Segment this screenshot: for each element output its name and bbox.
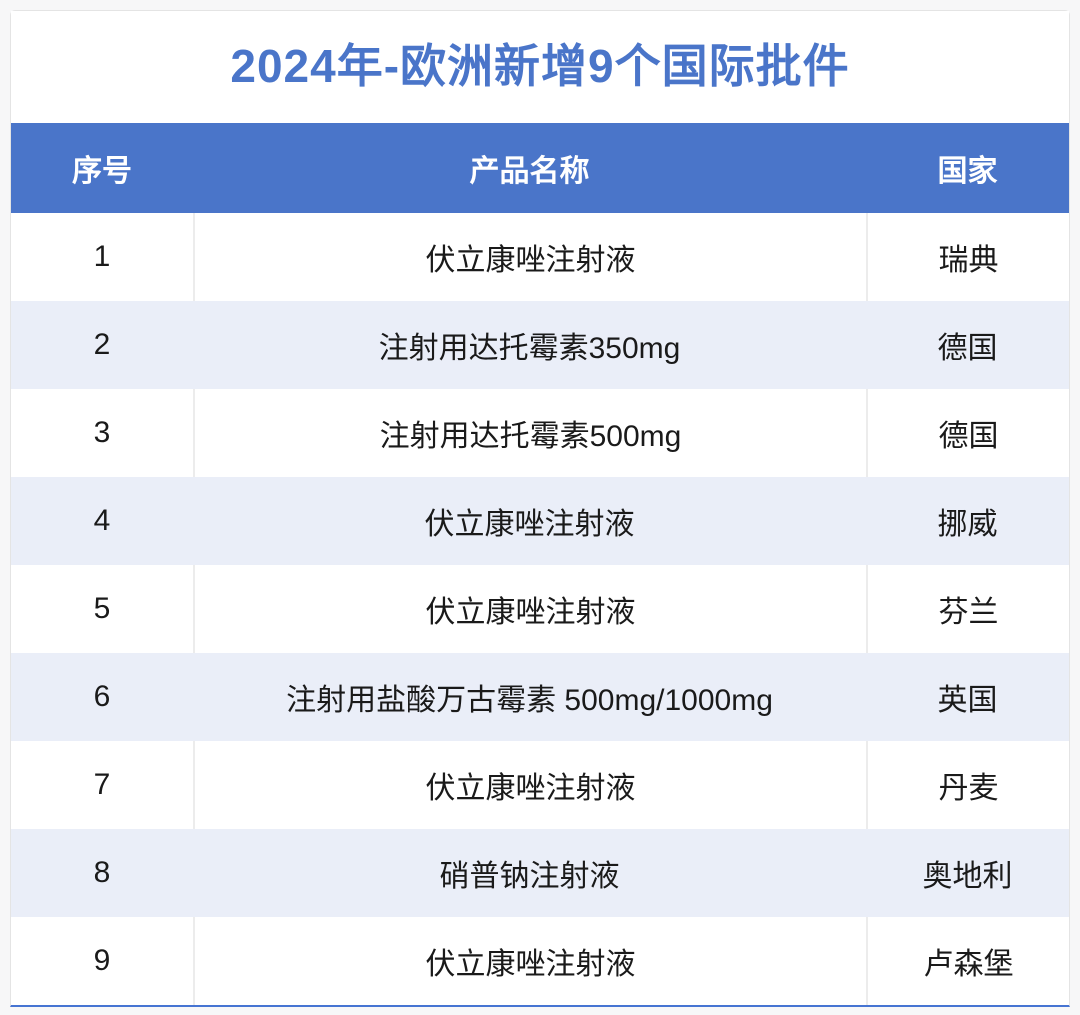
cell-index: 1 [93, 240, 111, 273]
approvals-table: 序号 产品名称 国家 1 伏立康唑注射液 瑞典 2 注射用达托霉素350mg 德国 3 注射用… [11, 123, 1069, 1005]
column-header-product: 产品名称 [469, 155, 590, 188]
table-row: 2 注射用达托霉素350mg 德国 [11, 301, 1069, 389]
cell-country: 丹麦 [866, 741, 1069, 829]
table-row: 6 注射用盐酸万古霉素 500mg/1000mg 英国 [11, 653, 1069, 741]
cell-index: 8 [93, 856, 111, 889]
table-row: 4 伏立康唑注射液 挪威 [11, 477, 1069, 565]
cell-product: 注射用盐酸万古霉素 500mg/1000mg [286, 684, 773, 717]
cell-index: 9 [93, 944, 111, 977]
cell-product: 伏立康唑注射液 [193, 213, 866, 301]
cell-index: 2 [93, 328, 111, 361]
cell-product: 注射用达托霉素350mg [378, 332, 681, 365]
table-card: 2024年-欧洲新增9个国际批件 序号 产品名称 国家 1 伏立康唑注射液 瑞典 2 注… [10, 10, 1070, 1007]
cell-product: 伏立康唑注射液 [193, 741, 866, 829]
cell-country: 奥地利 [922, 860, 1013, 893]
cell-product: 注射用达托霉素500mg [193, 389, 866, 477]
column-header-index: 序号 [72, 155, 132, 188]
cell-country: 德国 [866, 389, 1069, 477]
cell-country: 英国 [937, 684, 998, 717]
table-body: 1 伏立康唑注射液 瑞典 2 注射用达托霉素350mg 德国 3 注射用达托霉素500mg 德国… [11, 213, 1069, 1005]
cell-country: 瑞典 [866, 213, 1069, 301]
table-row: 9 伏立康唑注射液 卢森堡 [11, 917, 1069, 1005]
table-row: 8 硝普钠注射液 奥地利 [11, 829, 1069, 917]
cell-country: 卢森堡 [866, 917, 1069, 1005]
cell-index: 4 [93, 504, 111, 537]
column-header-country: 国家 [937, 155, 998, 188]
cell-product: 伏立康唑注射液 [424, 508, 635, 541]
table-row: 3 注射用达托霉素500mg 德国 [11, 389, 1069, 477]
cell-country: 德国 [937, 332, 998, 365]
cell-product: 硝普钠注射液 [439, 860, 620, 893]
cell-index: 5 [93, 592, 111, 625]
cell-product: 伏立康唑注射液 [193, 917, 866, 1005]
cell-index: 6 [93, 680, 111, 713]
cell-country: 芬兰 [866, 565, 1069, 653]
table-row: 7 伏立康唑注射液 丹麦 [11, 741, 1069, 829]
cell-country: 挪威 [937, 508, 998, 541]
table-row: 1 伏立康唑注射液 瑞典 [11, 213, 1069, 301]
table-row: 5 伏立康唑注射液 芬兰 [11, 565, 1069, 653]
table-header-row: 序号 产品名称 国家 [11, 123, 1069, 213]
page-title: 2024年-欧洲新增9个国际批件 [11, 11, 1069, 123]
cell-index: 7 [93, 768, 111, 801]
cell-index: 3 [93, 416, 111, 449]
cell-product: 伏立康唑注射液 [193, 565, 866, 653]
